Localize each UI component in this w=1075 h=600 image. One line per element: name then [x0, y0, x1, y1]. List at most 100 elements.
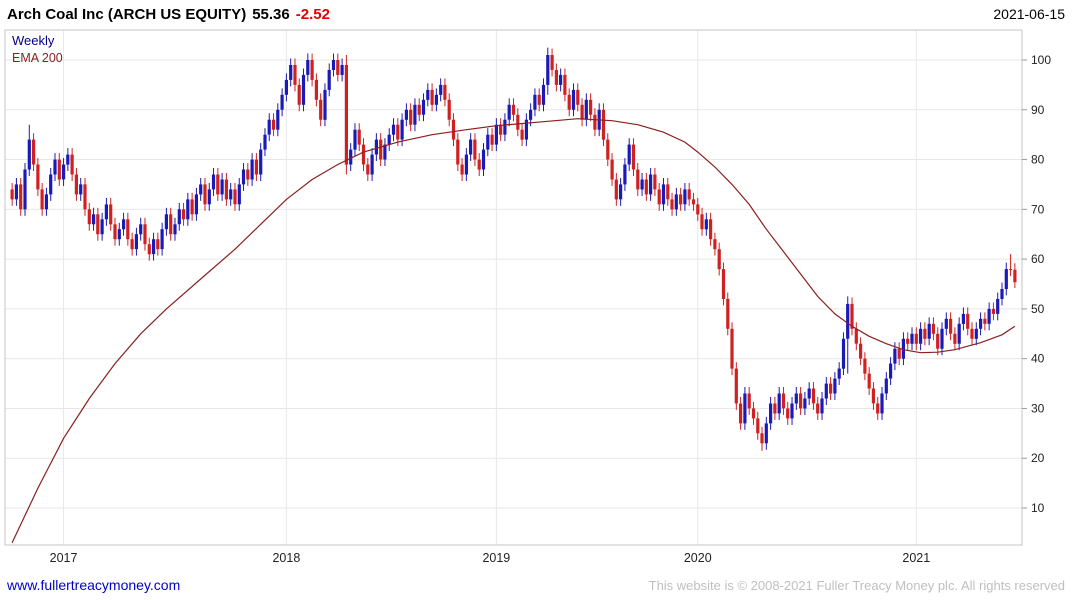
- candle-body: [730, 328, 734, 369]
- website-link[interactable]: www.fullertreacymoney.com: [7, 577, 181, 593]
- candle-body: [147, 244, 151, 255]
- candle-body: [164, 214, 168, 230]
- candle: [589, 93, 593, 122]
- candle-body: [889, 363, 893, 379]
- candle-body: [666, 184, 670, 200]
- candle-body: [679, 194, 683, 205]
- candle-body: [254, 159, 258, 175]
- candle: [837, 362, 841, 385]
- candle: [786, 402, 790, 425]
- candle-body: [833, 378, 837, 394]
- candle: [284, 73, 288, 102]
- candle: [824, 377, 828, 405]
- candle-body: [391, 124, 396, 135]
- candle: [246, 163, 250, 186]
- candle-body: [623, 164, 627, 185]
- candle-body: [36, 164, 40, 190]
- candle-body: [584, 99, 588, 120]
- candle-body: [631, 144, 636, 170]
- candle-body: [74, 174, 78, 195]
- chart-header: Arch Coal Inc (ARCH US EQUITY) 55.36 -2.52…: [0, 0, 1075, 28]
- candle-body: [374, 139, 378, 155]
- candle: [743, 387, 747, 430]
- candle-body: [122, 219, 126, 230]
- candle-body: [70, 154, 74, 175]
- candle-body: [83, 184, 87, 210]
- candle-body: [40, 189, 44, 210]
- candle-body: [944, 318, 948, 329]
- candle: [966, 307, 970, 336]
- candle: [631, 138, 636, 176]
- price-chart[interactable]: 10 20 30 40 50 60 70 80 90 100 2017 2018 2019 2020 202…: [0, 0, 1075, 572]
- candle-body: [314, 79, 318, 100]
- candle-body: [760, 433, 764, 444]
- candle-body: [799, 393, 803, 409]
- candle: [987, 302, 991, 331]
- candle-body: [674, 194, 678, 210]
- candle-body: [884, 378, 888, 394]
- candle: [327, 63, 331, 97]
- candle: [769, 397, 773, 430]
- candle-body: [10, 189, 14, 200]
- candle: [726, 292, 730, 336]
- candle-body: [229, 189, 233, 200]
- candle: [876, 397, 880, 420]
- candle-body: [936, 333, 940, 349]
- candle: [477, 153, 481, 176]
- candle-body: [173, 224, 177, 235]
- candle: [391, 118, 396, 142]
- candle: [584, 93, 588, 127]
- candle: [396, 118, 400, 147]
- candle-body: [507, 104, 511, 120]
- candle: [691, 192, 696, 211]
- candle-body: [246, 169, 250, 180]
- y-axis-label: 90: [1031, 103, 1045, 117]
- candle: [426, 83, 430, 107]
- candle-body: [803, 398, 807, 409]
- candle: [370, 148, 374, 181]
- candle-body: [152, 239, 156, 255]
- candle-body: [79, 184, 83, 195]
- candle: [751, 402, 756, 425]
- candle: [619, 178, 623, 206]
- candle-body: [460, 164, 464, 175]
- candle: [177, 202, 181, 231]
- candle-body: [456, 139, 460, 165]
- candle: [301, 68, 306, 112]
- candle-body: [14, 184, 18, 200]
- candle-body: [181, 209, 186, 220]
- candle-body: [267, 119, 271, 135]
- candle: [781, 387, 786, 415]
- candle: [460, 158, 464, 181]
- candle-body: [901, 338, 905, 359]
- candle-body: [409, 109, 413, 125]
- candle: [109, 197, 113, 231]
- x-axis-label: 2019: [482, 551, 510, 565]
- candle-body: [417, 104, 421, 115]
- candle: [233, 183, 237, 211]
- candle: [379, 133, 383, 166]
- candle: [546, 47, 550, 95]
- candle-body: [503, 119, 507, 135]
- candle-body: [319, 99, 323, 120]
- candle-body: [1009, 269, 1013, 271]
- candle: [434, 88, 438, 112]
- candle-body: [104, 204, 108, 220]
- candle-body: [966, 313, 970, 329]
- candle: [62, 158, 66, 186]
- candle: [494, 118, 498, 152]
- candle: [87, 202, 91, 231]
- candle: [32, 133, 36, 171]
- candle: [44, 187, 48, 216]
- candle: [567, 88, 571, 117]
- candle: [464, 148, 468, 181]
- candle: [430, 83, 434, 112]
- candle: [319, 93, 323, 127]
- candle-body: [846, 303, 850, 339]
- candle-body: [751, 408, 756, 419]
- candle-body: [691, 199, 696, 205]
- candle-body: [336, 60, 340, 75]
- candle: [421, 93, 426, 122]
- candle-body: [957, 323, 961, 344]
- candle-body: [477, 159, 481, 170]
